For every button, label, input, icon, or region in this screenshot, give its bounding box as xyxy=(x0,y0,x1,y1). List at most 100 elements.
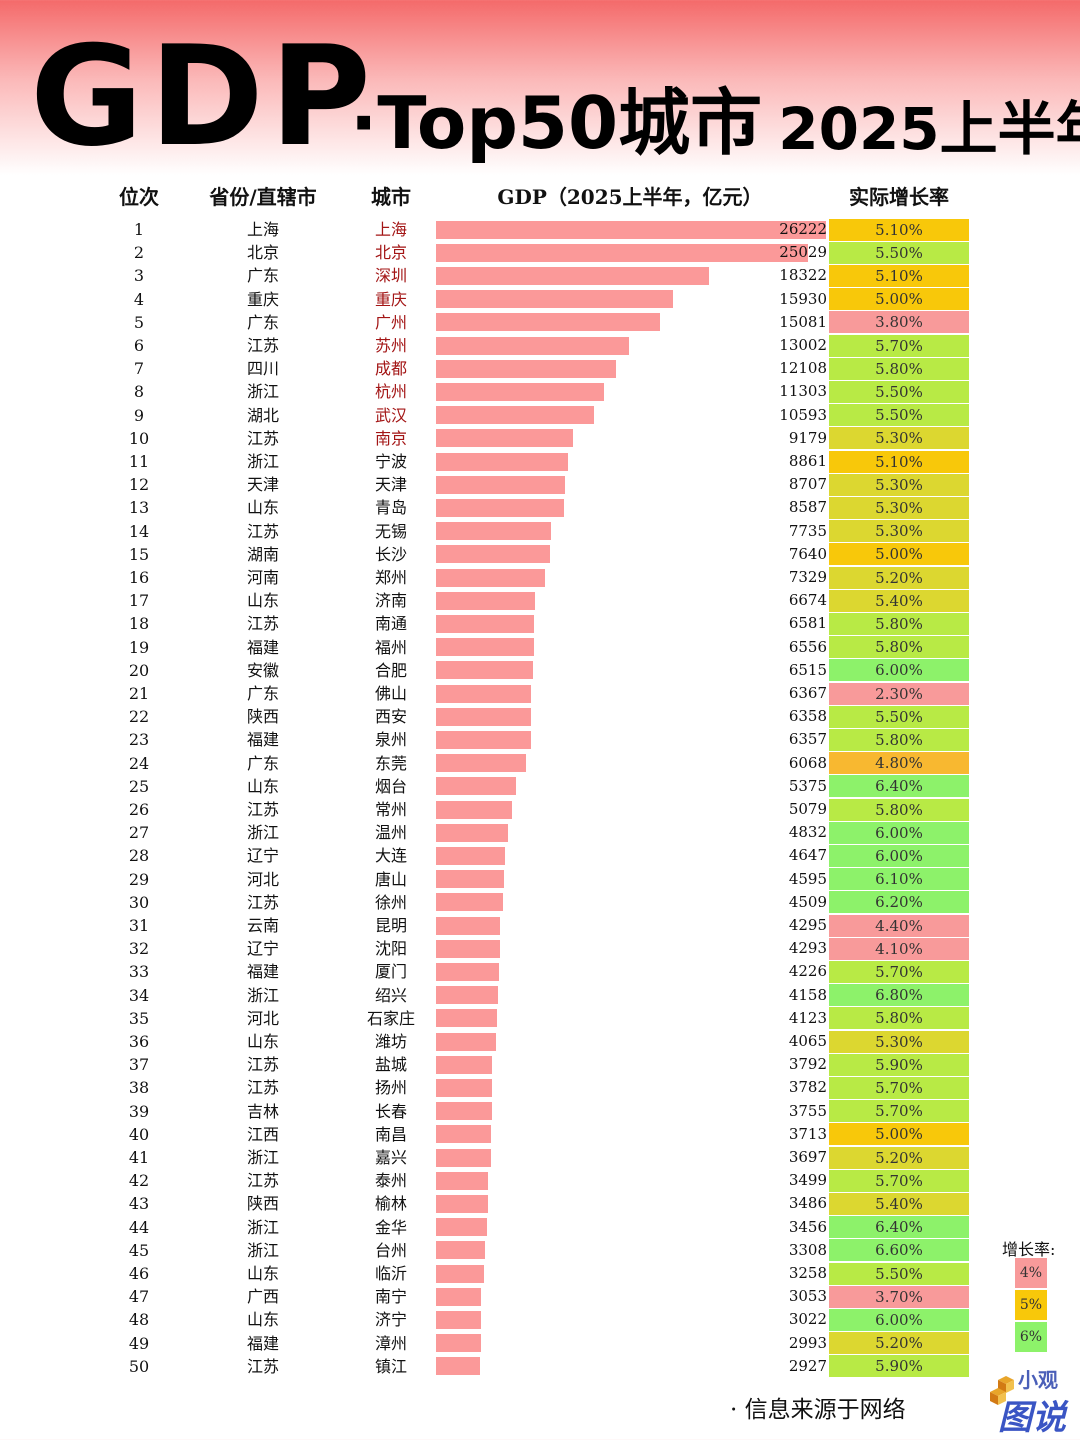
province-cell: 山东 xyxy=(246,498,279,518)
city-cell: 北京 xyxy=(374,243,407,263)
rank-cell: 6 xyxy=(133,336,145,355)
rank-cell: 36 xyxy=(128,1032,150,1051)
growth-cell: 5.10% xyxy=(829,264,969,288)
growth-cell: 5.90% xyxy=(829,1053,969,1076)
city-cell: 漳州 xyxy=(374,1333,407,1353)
gdp-value-label: 26222 xyxy=(779,220,827,238)
gdp-value-label: 6357 xyxy=(788,730,827,749)
gdp-value-label: 3053 xyxy=(788,1287,827,1306)
rank-cell: 45 xyxy=(128,1240,150,1260)
city-cell: 广州 xyxy=(374,312,407,332)
growth-cell: 5.50% xyxy=(829,404,969,427)
growth-cell: 5.30% xyxy=(829,427,969,450)
rank-cell: 34 xyxy=(128,985,150,1005)
city-cell: 嘉兴 xyxy=(374,1148,407,1167)
growth-cell: 6.00% xyxy=(829,844,969,868)
province-cell: 浙江 xyxy=(246,382,279,402)
province-cell: 浙江 xyxy=(246,1217,279,1237)
city-cell: 南宁 xyxy=(374,1287,407,1307)
gdp-value-label: 4293 xyxy=(788,939,827,958)
rank-cell: 39 xyxy=(128,1101,150,1121)
gdp-bar xyxy=(436,1171,489,1190)
city-cell: 金华 xyxy=(374,1217,407,1237)
province-cell: 江苏 xyxy=(246,428,279,448)
growth-cell: 5.90% xyxy=(829,1355,969,1378)
growth-cell: 5.70% xyxy=(829,1100,969,1123)
gdp-bar xyxy=(436,452,568,471)
growth-cell: 6.00% xyxy=(829,659,969,682)
province-cell: 浙江 xyxy=(246,452,279,471)
growth-cell: 4.10% xyxy=(829,937,969,960)
province-cell: 安徽 xyxy=(246,660,279,680)
logo-big-text: 图说 xyxy=(998,1398,1066,1438)
growth-cell: 6.60% xyxy=(829,1239,969,1262)
growth-cell: 6.40% xyxy=(829,1216,969,1239)
growth-cell: 5.10% xyxy=(829,218,969,241)
gdp-bar xyxy=(436,1055,493,1074)
growth-cell: 5.20% xyxy=(829,1332,969,1355)
growth-cell: 5.80% xyxy=(829,798,969,821)
rank-cell: 31 xyxy=(128,916,150,935)
city-cell: 佛山 xyxy=(374,684,407,703)
gdp-bar xyxy=(436,615,534,633)
gdp-bar xyxy=(436,591,536,610)
city-cell: 南京 xyxy=(374,428,407,448)
city-cell: 大连 xyxy=(374,846,407,866)
rank-cell: 33 xyxy=(128,962,150,982)
gdp-value-label: 15081 xyxy=(779,312,827,331)
gdp-value-label: 3499 xyxy=(788,1171,827,1190)
gdp-value-label: 13002 xyxy=(779,336,827,354)
gdp-bar xyxy=(436,220,826,239)
gdp-bar xyxy=(436,893,504,912)
gdp-value-label: 9179 xyxy=(788,428,827,447)
province-cell: 福建 xyxy=(246,962,279,982)
gdp-value-label: 3792 xyxy=(788,1055,827,1074)
legend-swatch-4: 4% xyxy=(1015,1258,1047,1288)
gdp-value-label: 8587 xyxy=(788,498,827,517)
rank-cell: 20 xyxy=(128,660,150,680)
city-cell: 厦门 xyxy=(374,962,407,982)
gdp-value-label: 8861 xyxy=(788,452,827,470)
city-cell: 深圳 xyxy=(374,266,407,286)
logo-small-text: 小观 xyxy=(1018,1368,1058,1392)
growth-cell: 4.40% xyxy=(829,914,969,937)
gdp-value-label: 10593 xyxy=(779,405,827,424)
province-cell: 江苏 xyxy=(246,1055,279,1075)
gdp-value-label: 3486 xyxy=(788,1194,827,1213)
gdp-bar xyxy=(436,847,506,865)
gdp-value-label: 5079 xyxy=(788,800,827,818)
rank-cell: 28 xyxy=(128,846,150,866)
rank-cell: 24 xyxy=(128,753,150,773)
province-cell: 北京 xyxy=(246,243,279,263)
logo-cube-icon xyxy=(990,1376,1014,1405)
gdp-value-label: 4295 xyxy=(788,916,827,934)
rank-cell: 43 xyxy=(128,1194,150,1214)
gdp-value-label: 11303 xyxy=(779,382,827,401)
city-cell: 唐山 xyxy=(374,869,407,889)
province-cell: 广东 xyxy=(246,684,279,703)
city-cell: 昆明 xyxy=(374,916,407,935)
city-cell: 南通 xyxy=(374,614,407,634)
gdp-bar xyxy=(436,870,505,889)
province-cell: 天津 xyxy=(246,475,279,495)
gdp-bar xyxy=(436,545,550,564)
gdp-value-label: 12108 xyxy=(779,359,827,378)
rank-cell: 29 xyxy=(128,869,150,889)
rank-cell: 14 xyxy=(128,521,150,541)
rank-cell: 49 xyxy=(128,1333,150,1353)
city-cell: 临沂 xyxy=(374,1264,407,1283)
city-cell: 济宁 xyxy=(374,1310,407,1330)
growth-cell: 5.80% xyxy=(829,1007,969,1030)
rank-cell: 32 xyxy=(128,939,150,959)
gdp-value-label: 15930 xyxy=(779,289,827,308)
rank-cell: 8 xyxy=(133,382,145,402)
city-cell: 常州 xyxy=(374,800,407,819)
gdp-value-label: 4595 xyxy=(788,869,827,888)
province-cell: 辽宁 xyxy=(246,939,279,959)
gdp-value-label: 6367 xyxy=(788,684,827,702)
city-cell: 台州 xyxy=(374,1240,407,1260)
rank-cell: 13 xyxy=(128,498,150,518)
gdp-bar xyxy=(436,1264,485,1283)
gdp-bar xyxy=(436,522,552,541)
city-cell: 福州 xyxy=(374,637,407,657)
